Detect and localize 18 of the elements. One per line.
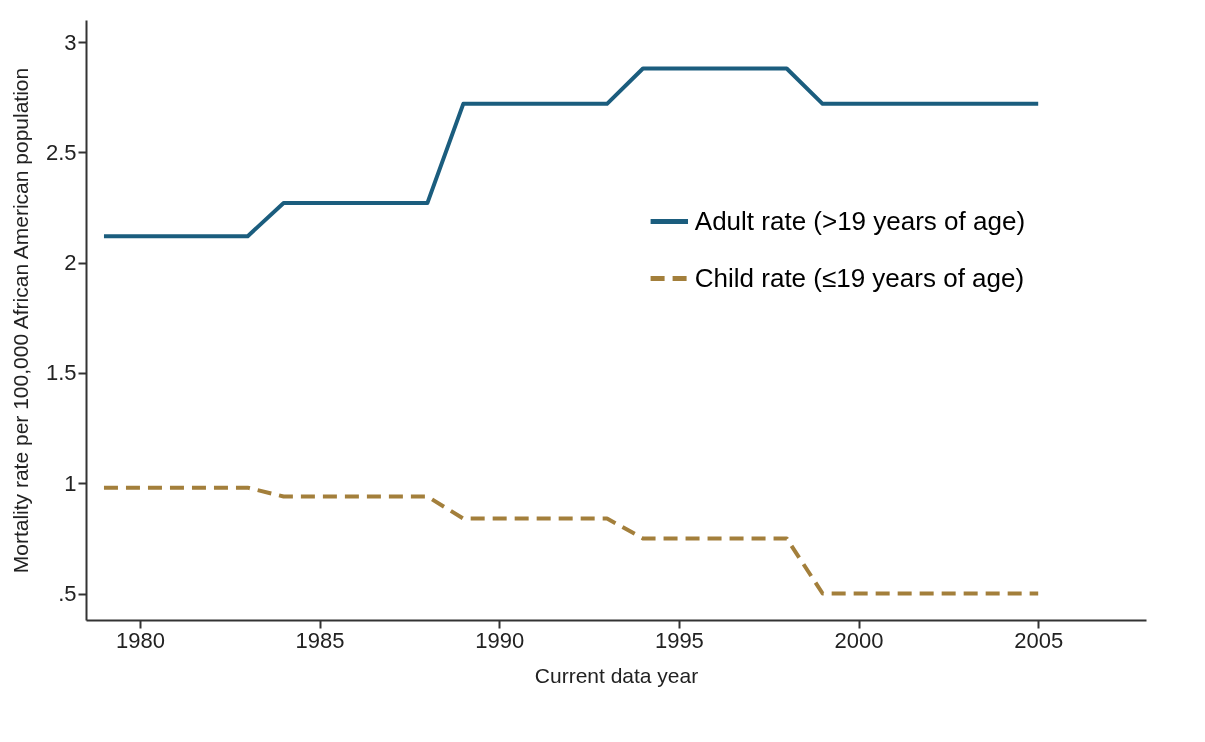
y-axis-title: Mortality rate per 100,000 African American population <box>8 67 32 574</box>
x-tick-label: 1990 <box>475 627 525 653</box>
line-series <box>101 66 1041 239</box>
y-tick-label: .5 <box>58 581 77 607</box>
legend-label: Adult rate (>19 years of age) <box>694 205 1026 236</box>
x-tick-label: 1995 <box>654 627 704 653</box>
line-series <box>101 485 1041 596</box>
y-tick-label: 3 <box>64 29 77 55</box>
y-tick-label: 2 <box>64 250 77 276</box>
y-tick-label: 1 <box>64 470 77 496</box>
x-tick-label: 2000 <box>834 627 884 653</box>
x-tick-label: 2005 <box>1014 627 1064 653</box>
x-tick-label: 1985 <box>295 627 345 653</box>
x-axis-title: Current data year <box>534 663 699 687</box>
y-tick-label: 2.5 <box>45 139 77 165</box>
y-tick-label: 1.5 <box>45 360 77 386</box>
legend-label: Child rate (≤19 years of age) <box>694 262 1025 293</box>
x-tick-label: 1980 <box>115 627 165 653</box>
